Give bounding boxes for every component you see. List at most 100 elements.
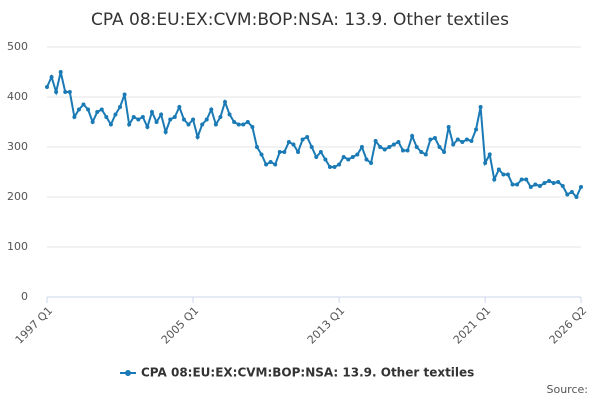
point [268, 160, 273, 164]
point [346, 157, 351, 162]
point [327, 165, 332, 169]
point [437, 145, 442, 149]
point [236, 122, 241, 127]
legend-label: CPA 08:EU:EX:CVM:BOP:NSA: 13.9. Other te… [141, 366, 474, 380]
point [90, 120, 95, 124]
point [355, 152, 360, 157]
point [469, 139, 474, 143]
point [547, 179, 552, 183]
point [556, 180, 561, 184]
point [519, 177, 524, 182]
point [81, 102, 86, 107]
point [551, 181, 556, 185]
point [446, 125, 451, 129]
point [464, 137, 469, 142]
point [528, 185, 533, 189]
y-tick-label: 0 [21, 290, 28, 303]
x-tick-label: 2013 Q1 [305, 304, 348, 347]
point [565, 192, 570, 197]
chart-title: CPA 08:EU:EX:CVM:BOP:NSA: 13.9. Other te… [91, 10, 509, 30]
point [432, 136, 437, 140]
point [259, 152, 264, 157]
point [414, 145, 419, 149]
point [54, 90, 59, 94]
point [364, 157, 369, 162]
point [332, 165, 337, 169]
point [254, 145, 259, 149]
point [163, 130, 168, 134]
point [286, 140, 291, 144]
point [318, 150, 323, 154]
point [314, 155, 319, 159]
point [337, 162, 342, 167]
point [223, 100, 227, 104]
point [296, 150, 301, 154]
legend-marker [125, 370, 131, 376]
point [382, 147, 387, 152]
point [168, 117, 173, 122]
point [113, 112, 118, 117]
point [122, 92, 127, 97]
point [213, 122, 218, 127]
point [282, 150, 287, 154]
y-tick-label: 400 [7, 90, 28, 103]
point [140, 115, 145, 119]
point [487, 152, 492, 157]
point [378, 145, 383, 149]
point [428, 137, 433, 142]
point [149, 110, 154, 114]
point [154, 120, 159, 124]
point [99, 107, 104, 112]
point [496, 167, 501, 172]
point [145, 125, 150, 129]
point [423, 152, 428, 157]
point [369, 161, 374, 165]
point [410, 134, 415, 138]
point [391, 142, 396, 147]
point [95, 110, 100, 114]
x-tick-label: 2026 Q2 [547, 304, 590, 347]
point [127, 122, 132, 127]
point [401, 148, 405, 153]
point [186, 122, 191, 127]
point [537, 184, 542, 188]
point [341, 155, 346, 159]
point [227, 112, 232, 117]
point [136, 117, 141, 122]
point [533, 182, 538, 187]
point [273, 162, 278, 167]
point [405, 148, 410, 153]
point [67, 90, 72, 94]
point [501, 172, 506, 177]
point [305, 135, 310, 139]
point [373, 139, 378, 143]
source: Source: [547, 383, 589, 396]
point [451, 142, 456, 147]
point [492, 177, 497, 182]
point [45, 85, 49, 89]
point [200, 122, 205, 127]
point [245, 120, 250, 124]
point [291, 142, 296, 147]
point [159, 112, 164, 117]
y-tick-label: 100 [7, 240, 28, 253]
point [172, 115, 177, 119]
point [209, 107, 214, 112]
point [396, 140, 401, 144]
y-tick-label: 500 [7, 40, 28, 53]
x-tick-label: 1997 Q1 [13, 304, 56, 347]
point [483, 161, 488, 165]
point [460, 140, 465, 144]
point [350, 155, 355, 159]
point [264, 162, 269, 167]
point [505, 172, 510, 177]
point [181, 117, 186, 122]
point [191, 117, 196, 122]
point [241, 122, 246, 127]
point [131, 115, 136, 119]
point [49, 75, 54, 79]
point [560, 184, 565, 188]
point [579, 185, 583, 189]
point [515, 182, 520, 187]
